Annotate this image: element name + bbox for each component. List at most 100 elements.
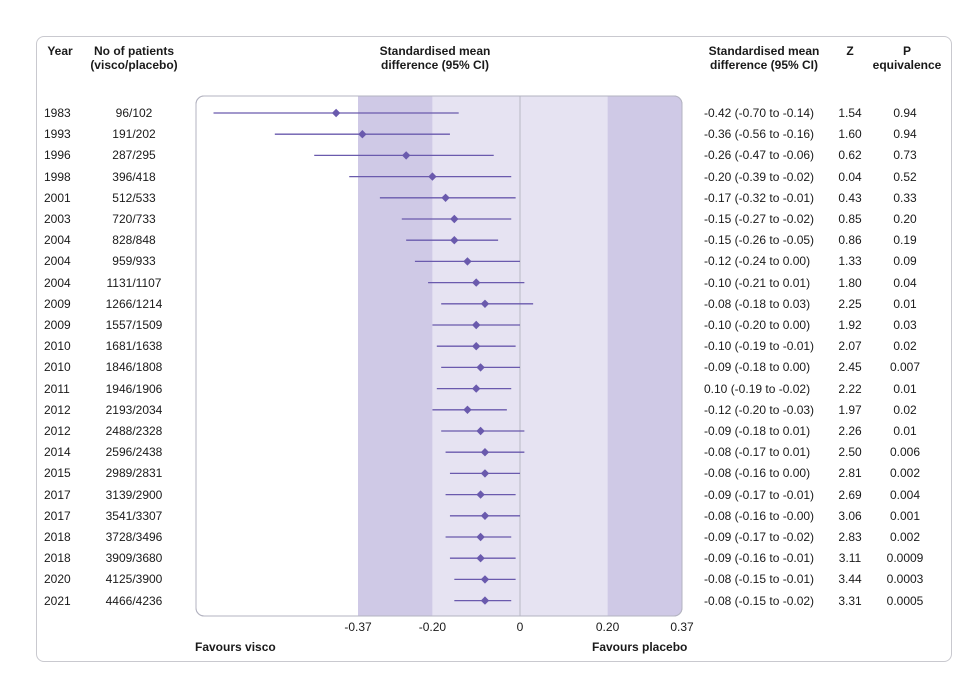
row-z: 1.33	[838, 254, 862, 269]
row-patients: 191/202	[112, 127, 156, 142]
row-patients: 96/102	[115, 106, 153, 120]
row-p: 0.0003	[886, 572, 924, 587]
row-z: 0.85	[838, 212, 862, 226]
point-estimate-24	[480, 596, 490, 605]
point-estimate-15	[463, 405, 472, 414]
header-p-line1: P	[902, 44, 911, 58]
row-patients: 1946/1906	[105, 381, 163, 396]
point-estimate-18	[480, 469, 490, 478]
row-z: 0.43	[838, 190, 862, 205]
row-z: 2.25	[838, 296, 862, 311]
row-ci-text: -0.12 (-0.20 to -0.03)	[704, 402, 815, 417]
row-p: 0.02	[893, 339, 917, 354]
header-smd-line1: Standardised mean	[379, 44, 491, 58]
row-year: 2004	[44, 254, 71, 269]
row-ci-text: -0.09 (-0.17 to -0.02)	[704, 530, 815, 544]
row-patients: 1557/1509	[105, 318, 163, 332]
point-estimate-9	[472, 278, 481, 287]
header-patients-line2: (visco/placebo)	[90, 58, 178, 72]
row-p: 0.001	[889, 508, 921, 523]
row-year: 2018	[44, 530, 71, 544]
row-patients: 1266/1214	[105, 296, 163, 311]
row-patients: 512/533	[112, 190, 156, 205]
favours-placebo-label: Favours placebo	[592, 640, 688, 654]
outer-band-left	[358, 96, 433, 616]
row-p: 0.002	[889, 530, 921, 544]
favours-visco-label: Favours visco	[195, 640, 276, 654]
point-estimate-10	[480, 299, 490, 308]
row-z: 2.07	[838, 339, 862, 354]
row-patients: 2488/2328	[105, 424, 163, 438]
row-patients: 720/733	[112, 212, 156, 226]
row-year: 2011	[44, 381, 70, 396]
row-ci-text: -0.08 (-0.15 to -0.01)	[704, 572, 815, 587]
row-year: 2004	[44, 275, 71, 290]
header-p-line2: equivalence	[872, 58, 942, 72]
row-patients: 3728/3496	[105, 530, 163, 544]
row-z: 3.06	[838, 508, 862, 523]
row-ci-text: 0.10 (-0.19 to -0.02)	[704, 381, 811, 396]
header-ci: Standardised mean difference (95% CI)	[690, 44, 838, 72]
header-ci-line2: difference (95% CI)	[709, 58, 819, 72]
header-patients: No of patients (visco/placebo)	[74, 44, 194, 72]
point-estimate-6	[450, 214, 459, 224]
header-smd-plot: Standardised mean difference (95% CI)	[350, 44, 520, 72]
row-year: 2020	[44, 572, 71, 587]
row-ci-text: -0.09 (-0.16 to -0.01)	[704, 551, 815, 566]
row-z: 2.22	[838, 381, 862, 396]
row-p: 0.73	[893, 148, 917, 163]
point-estimate-12	[472, 342, 481, 351]
row-p: 0.01	[893, 381, 917, 396]
row-ci-text: -0.36 (-0.56 to -0.16)	[704, 127, 815, 142]
row-year: 2015	[44, 466, 71, 481]
row-ci-text: -0.20 (-0.39 to -0.02)	[704, 169, 815, 184]
row-p: 0.20	[893, 212, 917, 226]
point-estimate-7	[450, 236, 459, 245]
row-p: 0.19	[893, 233, 917, 248]
row-year: 2009	[44, 318, 71, 332]
row-p: 0.0009	[886, 551, 924, 566]
row-patients: 4466/4236	[105, 593, 163, 608]
point-estimate-16	[476, 426, 485, 436]
row-ci-text: -0.08 (-0.16 to 0.00)	[704, 466, 811, 481]
row-patients: 1681/1638	[105, 339, 163, 354]
row-z: 2.83	[838, 530, 862, 544]
point-estimate-11	[472, 320, 481, 330]
point-estimate-8	[463, 257, 472, 266]
row-z: 1.97	[838, 402, 862, 417]
header-smd-line2: difference (95% CI)	[380, 58, 490, 72]
row-ci-text: -0.08 (-0.16 to -0.00)	[704, 508, 815, 523]
row-ci-text: -0.15 (-0.26 to -0.05)	[704, 233, 815, 248]
row-ci-text: -0.08 (-0.15 to -0.02)	[704, 593, 815, 608]
row-p: 0.04	[893, 275, 917, 290]
row-year: 2003	[44, 212, 71, 226]
row-patients: 3139/2900	[105, 487, 163, 502]
row-z: 3.11	[838, 551, 862, 566]
row-ci-text: -0.09 (-0.18 to 0.00)	[704, 360, 811, 375]
row-year: 2018	[44, 551, 71, 566]
header-year: Year	[40, 44, 80, 58]
row-ci-text: -0.26 (-0.47 to -0.06)	[704, 148, 815, 163]
row-p: 0.52	[893, 169, 917, 184]
row-z: 2.50	[838, 445, 862, 460]
row-patients: 4125/3900	[105, 572, 163, 587]
row-year: 2001	[44, 190, 71, 205]
row-ci-text: -0.10 (-0.20 to 0.00)	[704, 318, 811, 332]
point-estimate-17	[480, 448, 490, 457]
row-patients: 3909/3680	[105, 551, 163, 566]
row-z: 2.45	[838, 360, 862, 375]
row-ci-text: -0.09 (-0.17 to -0.01)	[704, 487, 815, 502]
point-estimate-1	[331, 108, 341, 118]
row-ci-text: -0.12 (-0.24 to 0.00)	[704, 254, 811, 269]
row-year: 2009	[44, 296, 71, 311]
row-year: 1983	[44, 106, 71, 120]
x-tick-label: -0.37	[344, 620, 372, 634]
row-year: 2021	[44, 593, 71, 608]
row-patients: 2989/2831	[105, 466, 163, 481]
point-estimate-5	[441, 193, 450, 202]
row-p: 0.0005	[886, 593, 924, 608]
row-year: 2012	[44, 424, 71, 438]
outer-band-right	[607, 96, 682, 616]
row-p: 0.01	[893, 296, 917, 311]
